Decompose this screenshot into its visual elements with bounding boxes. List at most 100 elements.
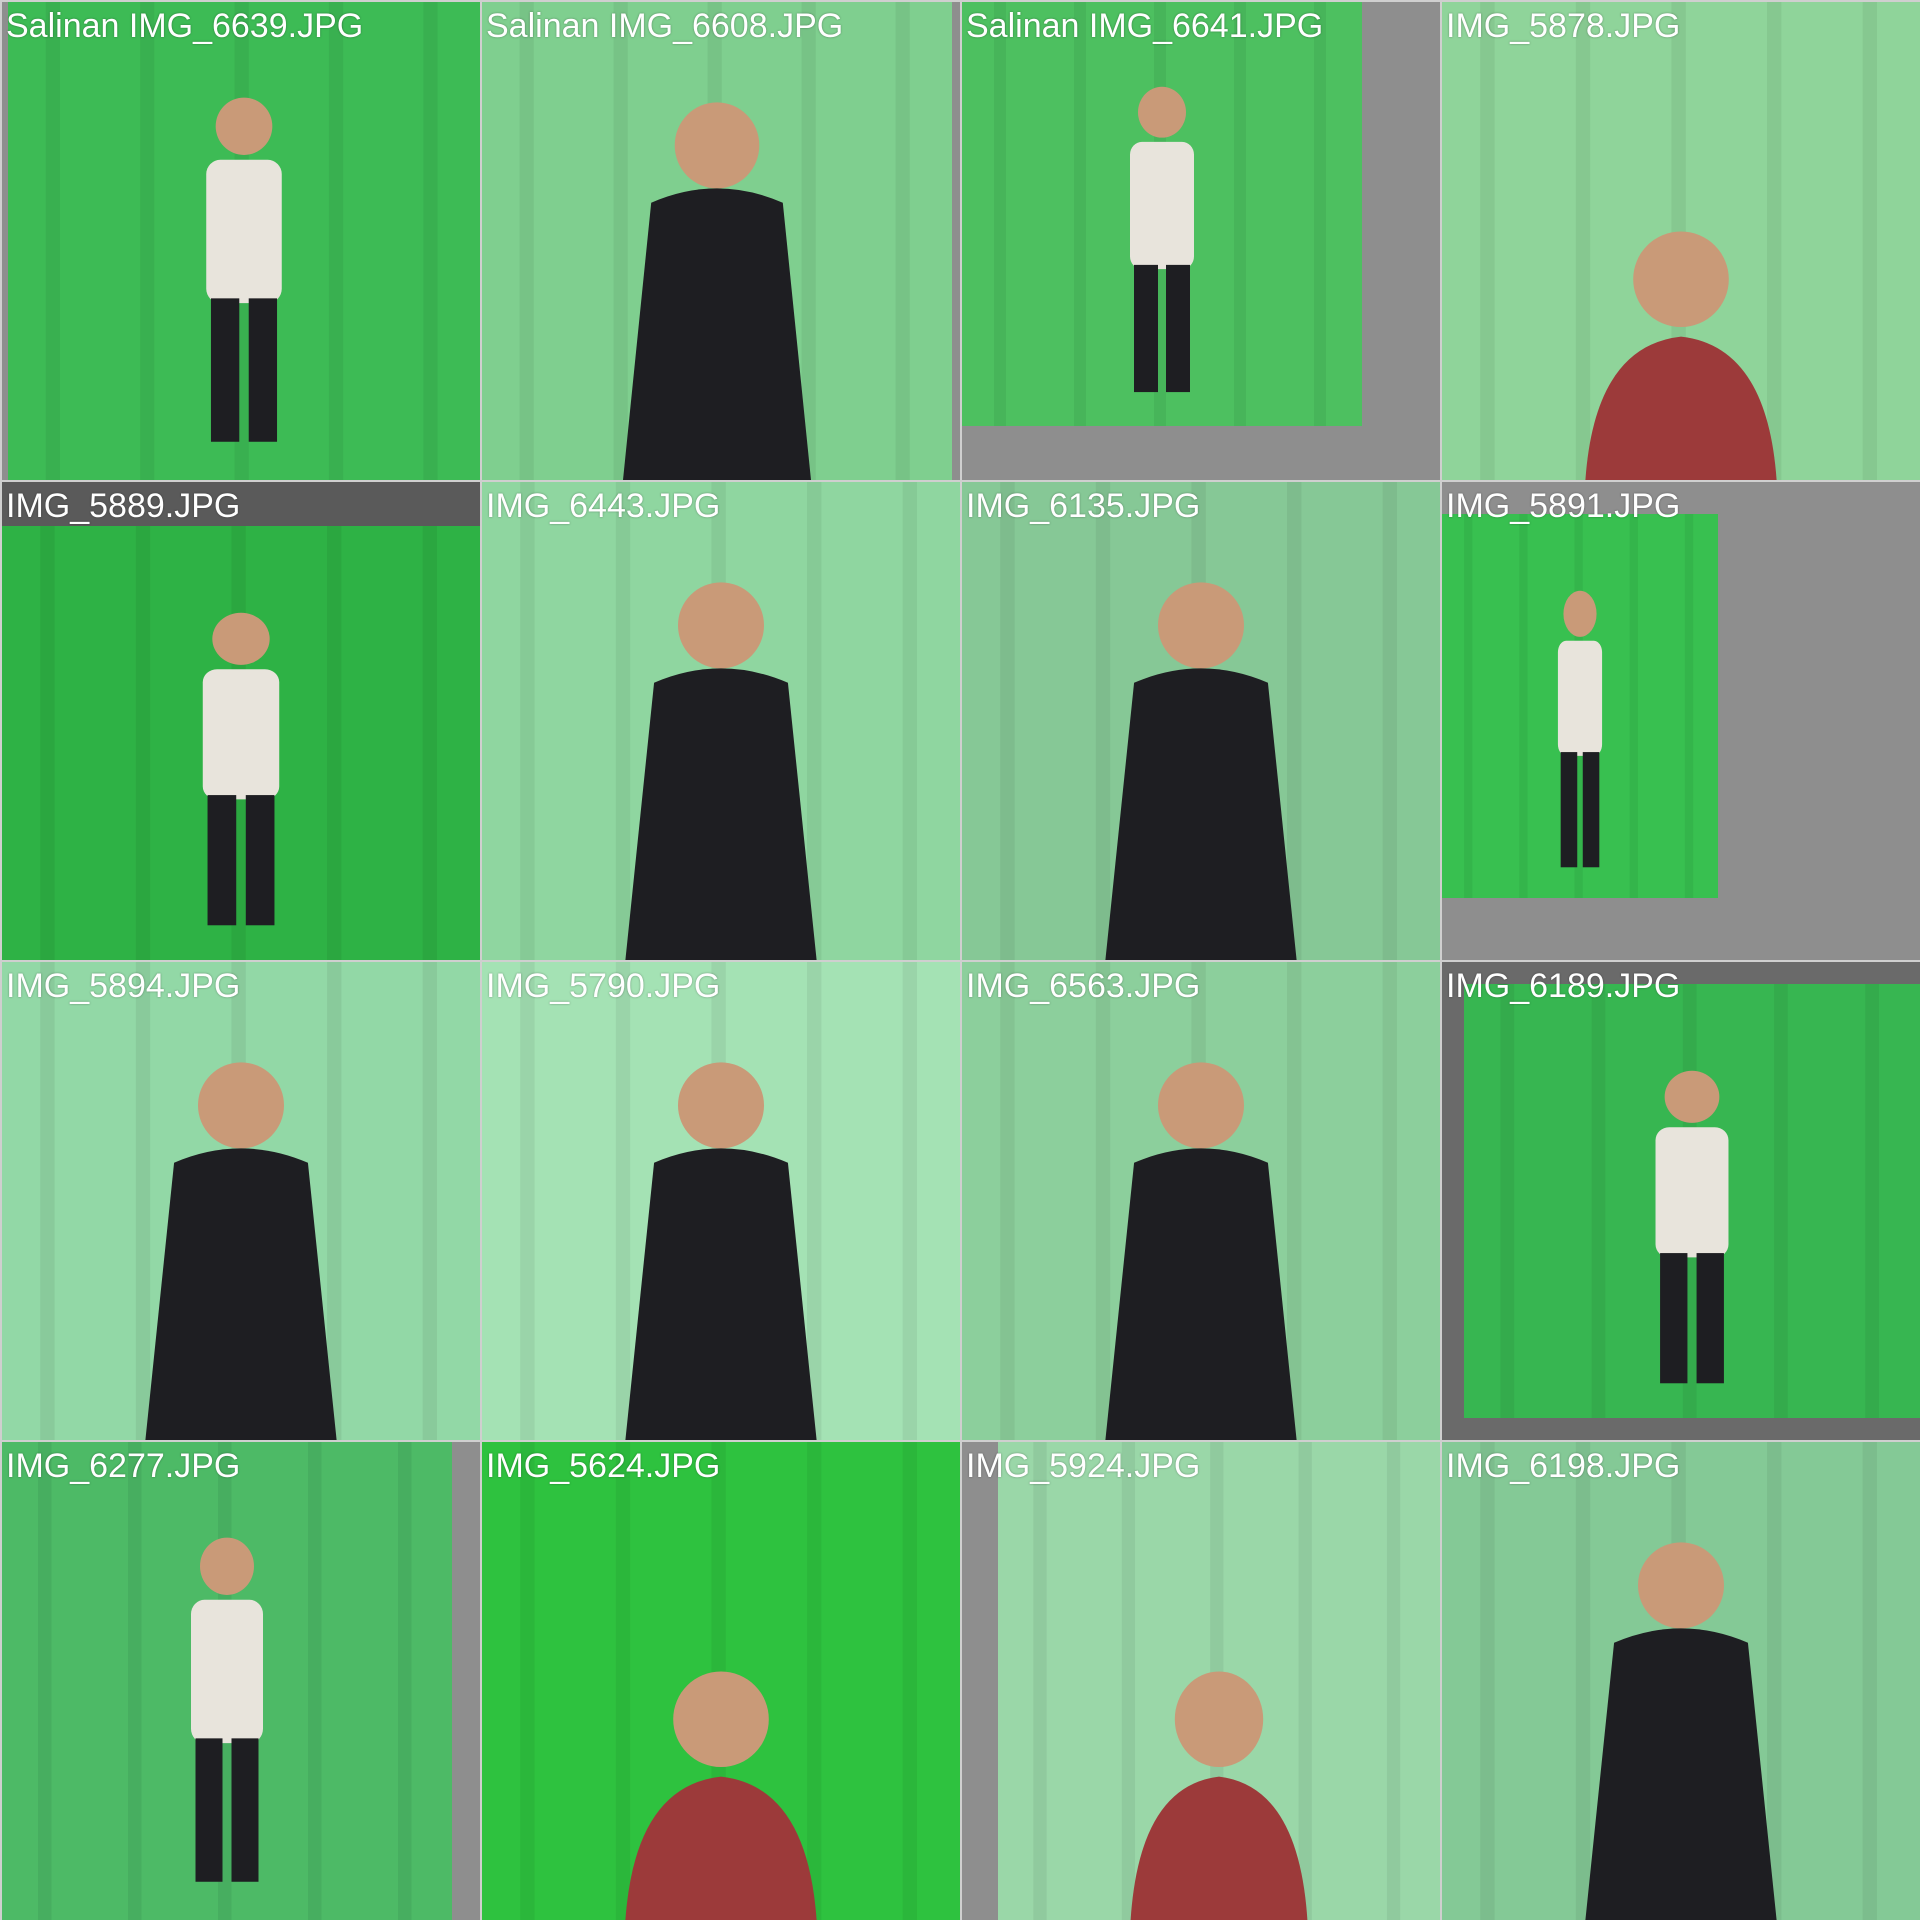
fabric-fold — [422, 526, 437, 960]
fabric-fold — [1287, 962, 1302, 1440]
figure-leg — [195, 1738, 223, 1882]
fabric-fold — [902, 1442, 917, 1920]
fabric-fold — [615, 962, 631, 1440]
figure-leg — [231, 1738, 259, 1882]
photo-backdrop — [482, 482, 960, 960]
fabric-fold — [398, 1442, 412, 1920]
fabric-fold — [1000, 962, 1015, 1440]
thumbnail-image[interactable] — [1464, 984, 1920, 1418]
thumbnail-image[interactable] — [998, 1442, 1440, 1920]
thumbnail-tile[interactable]: IMG_6563.JPG — [962, 962, 1440, 1440]
fabric-fold — [1287, 482, 1302, 960]
figure-head — [1637, 1542, 1725, 1629]
thumbnail-image[interactable] — [482, 482, 960, 960]
figure-head — [1157, 1062, 1245, 1149]
fabric-fold — [1862, 1442, 1877, 1920]
thumbnail-tile[interactable]: IMG_5790.JPG — [482, 962, 960, 1440]
thumbnail-tile[interactable]: Salinan IMG_6641.JPG — [962, 2, 1440, 480]
figure-torso — [191, 1599, 263, 1744]
thumbnail-tile[interactable]: IMG_5878.JPG — [1442, 2, 1920, 480]
fabric-fold — [1575, 1442, 1591, 1920]
fabric-fold — [135, 526, 151, 960]
thumbnail-image[interactable] — [2, 526, 480, 960]
figure-leg — [210, 298, 240, 442]
fabric-fold — [1480, 1442, 1495, 1920]
figure-body — [625, 1148, 817, 1440]
fabric-fold — [1591, 984, 1606, 1418]
fabric-fold — [308, 1442, 322, 1920]
fabric-fold — [1464, 514, 1473, 898]
figure-body — [1105, 1148, 1297, 1440]
thumbnail-image[interactable] — [962, 962, 1440, 1440]
figure-leg — [1560, 752, 1578, 868]
fabric-fold — [1767, 1442, 1782, 1920]
thumbnail-image[interactable] — [2, 962, 480, 1440]
thumbnail-image[interactable] — [1442, 2, 1920, 480]
figure-head — [674, 102, 760, 189]
fabric-fold — [807, 1442, 822, 1920]
photo-backdrop — [1464, 984, 1920, 1418]
fabric-fold — [38, 1442, 52, 1920]
thumbnail-image[interactable] — [1442, 514, 1718, 898]
thumbnail-tile[interactable]: Salinan IMG_6608.JPG — [482, 2, 960, 480]
fabric-fold — [1095, 962, 1111, 1440]
fabric-fold — [1121, 1442, 1136, 1920]
figure-leg — [1134, 264, 1158, 393]
thumbnail-image[interactable] — [962, 482, 1440, 960]
fabric-fold — [1095, 482, 1111, 960]
figure-body — [625, 668, 817, 960]
fabric-fold — [1684, 514, 1694, 898]
thumbnail-image[interactable] — [482, 2, 952, 480]
fabric-fold — [895, 2, 910, 480]
figure-head — [1664, 1070, 1720, 1123]
thumbnail-tile[interactable]: IMG_5891.JPG — [1442, 482, 1920, 960]
fabric-fold — [1074, 2, 1086, 426]
fabric-fold — [1000, 482, 1015, 960]
fabric-fold — [1519, 514, 1528, 898]
fabric-fold — [327, 526, 342, 960]
photo-backdrop — [2, 962, 480, 1440]
fabric-fold — [1382, 482, 1397, 960]
thumbnail-tile[interactable]: IMG_5624.JPG — [482, 1442, 960, 1920]
thumbnail-tile[interactable]: IMG_5924.JPG — [962, 1442, 1440, 1920]
figure-leg — [245, 795, 275, 926]
thumbnail-image[interactable] — [1442, 1442, 1920, 1920]
figure-head — [1633, 231, 1729, 328]
thumbnail-tile[interactable]: IMG_5889.JPG — [2, 482, 480, 960]
fabric-fold — [135, 962, 151, 1440]
figure-body — [145, 1148, 337, 1440]
fabric-fold — [40, 526, 55, 960]
figure-leg — [1166, 264, 1190, 393]
thumbnail-image[interactable] — [482, 1442, 960, 1920]
photo-backdrop — [998, 1442, 1440, 1920]
figure-body — [625, 1776, 817, 1920]
figure-leg — [1696, 1253, 1724, 1384]
thumbnail-image[interactable] — [482, 962, 960, 1440]
thumbnail-image[interactable] — [962, 2, 1362, 426]
fabric-fold — [1865, 984, 1879, 1418]
thumbnail-tile[interactable]: IMG_6277.JPG — [2, 1442, 480, 1920]
figure-body — [1130, 1776, 1308, 1920]
thumbnail-tile[interactable]: IMG_6198.JPG — [1442, 1442, 1920, 1920]
figure-leg — [207, 795, 237, 926]
figure-torso — [1557, 640, 1603, 756]
fabric-fold — [801, 2, 816, 480]
thumbnail-tile[interactable]: IMG_6189.JPG — [1442, 962, 1920, 1440]
thumbnail-tile[interactable]: IMG_5894.JPG — [2, 962, 480, 1440]
photo-backdrop — [2, 526, 480, 960]
figure-head — [1157, 582, 1245, 669]
photo-backdrop — [8, 2, 480, 480]
thumbnail-image[interactable] — [2, 1442, 452, 1920]
thumbnail-tile[interactable]: Salinan IMG_6639.JPG — [2, 2, 480, 480]
fabric-fold — [327, 962, 342, 1440]
figure-leg — [1660, 1253, 1688, 1384]
thumbnail-image[interactable] — [8, 2, 480, 480]
fabric-fold — [1386, 1442, 1401, 1920]
figure-head — [212, 612, 270, 665]
figure-body — [1585, 336, 1777, 480]
thumbnail-tile[interactable]: IMG_6135.JPG — [962, 482, 1440, 960]
thumbnail-tile[interactable]: IMG_6443.JPG — [482, 482, 960, 960]
fabric-fold — [1862, 2, 1877, 480]
figure-body — [1105, 668, 1297, 960]
